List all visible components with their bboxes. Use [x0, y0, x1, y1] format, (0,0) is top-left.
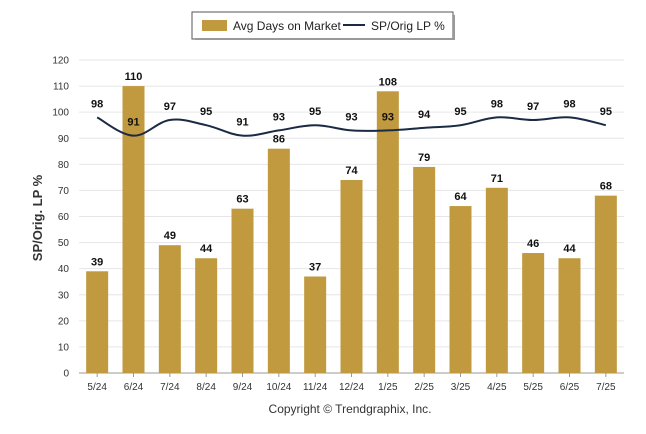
- y-tick-label: 90: [58, 134, 70, 145]
- bar: [195, 258, 218, 373]
- line-value-label: 95: [309, 106, 321, 118]
- bar-value-label: 108: [379, 76, 397, 88]
- bar: [485, 187, 508, 373]
- legend-box: [191, 11, 454, 40]
- bar: [594, 195, 617, 373]
- bar-labels: 39 110 49 44 63 86 37 74 108 79 64 71 46 44 68: [91, 71, 612, 273]
- x-tick-label: 6/25: [560, 382, 580, 393]
- legend-bar-label: Avg Days on Market: [233, 19, 341, 33]
- legend-line-label: SP/Orig LP %: [371, 19, 445, 33]
- line-value-label: 93: [273, 111, 285, 123]
- y-axis-label: SP/Orig. LP %: [30, 174, 45, 261]
- line-value-label: 97: [164, 101, 176, 113]
- line-path: [96, 116, 607, 137]
- y-tick-label: 100: [52, 108, 69, 119]
- x-tick-label: 1/25: [378, 382, 398, 393]
- copyright-text: Copyright © Trendgraphix, Inc.: [269, 402, 432, 416]
- bar: [304, 276, 327, 373]
- bar: [231, 208, 254, 373]
- x-tick-label: 2/25: [414, 382, 434, 393]
- x-tick-label: 12/24: [339, 382, 364, 393]
- x-tick-label: 6/24: [124, 382, 144, 393]
- x-tick-label: 7/24: [160, 382, 180, 393]
- bar-value-label: 44: [200, 243, 213, 255]
- x-tick-label: 11/24: [303, 382, 328, 393]
- line-series: [96, 116, 607, 137]
- x-tick-label: 5/24: [87, 382, 107, 393]
- line-value-label: 91: [127, 117, 139, 129]
- bar: [449, 206, 472, 373]
- x-tick-label: 9/24: [233, 382, 253, 393]
- y-tick-label: 0: [63, 369, 69, 380]
- x-axis-ticks: 5/24 6/24 7/24 8/24 9/24 10/24 11/24 12/24 1/25 2…: [87, 373, 616, 393]
- y-tick-label: 20: [58, 316, 70, 327]
- y-tick-label: 30: [58, 290, 70, 301]
- line-value-label: 93: [382, 111, 394, 123]
- line-value-label: 98: [491, 98, 503, 110]
- bar: [340, 179, 363, 373]
- y-tick-label: 70: [58, 186, 70, 197]
- legend-bar-swatch: [202, 20, 227, 31]
- x-tick-label: 5/25: [523, 382, 543, 393]
- bar-value-label: 49: [164, 230, 176, 242]
- x-tick-label: 8/24: [196, 382, 216, 393]
- line-labels: 98 91 97 95 91 93 95 93 93 94 95 98 97 98 95: [91, 98, 612, 128]
- bar-value-label: 71: [491, 173, 503, 185]
- bar-value-label: 46: [527, 238, 539, 250]
- x-tick-label: 10/24: [266, 382, 291, 393]
- line-value-label: 94: [418, 109, 431, 121]
- bar-value-label: 79: [418, 152, 430, 164]
- line-value-label: 97: [527, 101, 539, 113]
- y-tick-label: 120: [52, 56, 69, 67]
- bar-value-label: 63: [236, 194, 248, 206]
- line-value-label: 91: [236, 117, 248, 129]
- line-value-label: 98: [91, 98, 103, 110]
- bar: [122, 86, 145, 373]
- line-value-label: 95: [454, 106, 466, 118]
- bar-value-label: 64: [454, 191, 467, 203]
- y-axis-ticks: 0 10 20 30 40 50 60 70 80 90 100 110 120: [52, 56, 69, 380]
- bar-value-label: 86: [273, 134, 285, 146]
- bar: [376, 91, 399, 374]
- line-value-label: 98: [563, 98, 575, 110]
- bars: [86, 86, 617, 374]
- line-value-label: 95: [200, 106, 212, 118]
- bar-value-label: 74: [345, 165, 358, 177]
- bar-value-label: 68: [600, 181, 612, 193]
- y-tick-label: 50: [58, 238, 70, 249]
- y-tick-label: 60: [58, 212, 70, 223]
- bar-value-label: 37: [309, 261, 321, 273]
- line-value-label: 93: [345, 111, 357, 123]
- bar: [558, 258, 581, 373]
- y-tick-label: 10: [58, 342, 70, 353]
- x-tick-label: 7/25: [596, 382, 616, 393]
- y-tick-label: 80: [58, 160, 70, 171]
- bar: [413, 166, 436, 373]
- bar: [86, 271, 109, 373]
- x-tick-label: 4/25: [487, 382, 507, 393]
- x-tick-label: 3/25: [451, 382, 471, 393]
- bar-value-label: 110: [125, 71, 143, 83]
- legend: Avg Days on Market SP/Orig LP %: [191, 11, 455, 40]
- bar: [522, 253, 545, 373]
- bar-value-label: 39: [91, 256, 103, 268]
- bar: [267, 148, 290, 373]
- bar: [158, 245, 181, 373]
- y-tick-label: 110: [53, 82, 69, 93]
- line-value-label: 95: [600, 106, 612, 118]
- bar-value-label: 44: [563, 243, 576, 255]
- y-tick-label: 40: [58, 264, 70, 275]
